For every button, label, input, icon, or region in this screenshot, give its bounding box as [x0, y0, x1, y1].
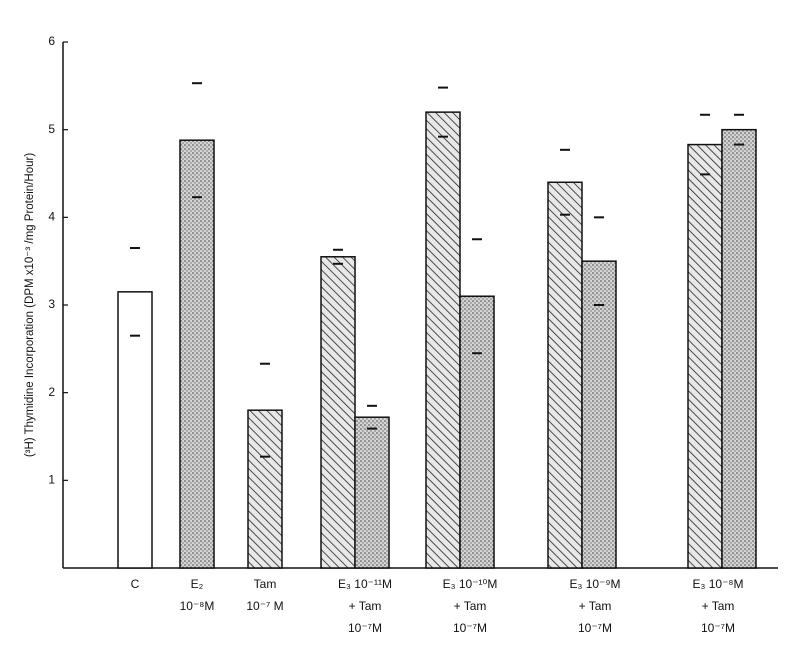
x-tick-label: C [131, 577, 140, 591]
bar [425, 111, 461, 569]
x-tick-label: + Tam [454, 599, 487, 613]
y-axis-label: (³H) Thymidine Incorporation (DPM x10⁻³ … [24, 153, 36, 457]
x-tick-label: 10⁻⁸M [180, 599, 215, 613]
bar [581, 260, 617, 569]
bar [117, 291, 153, 569]
bar [721, 128, 757, 569]
bar [687, 143, 723, 569]
x-tick-label: E₃ 10⁻¹¹M [338, 577, 392, 591]
x-tick-label: E₃ 10⁻⁹M [569, 577, 620, 591]
y-tick-label: 2 [48, 385, 55, 399]
x-tick-label: 10⁻⁷M [348, 621, 382, 635]
bar [459, 295, 495, 569]
x-tick-label: 10⁻⁷M [578, 621, 612, 635]
x-tick-label: 10⁻⁷ M [246, 599, 283, 613]
y-tick-label: 3 [48, 297, 55, 311]
x-tick-label: + Tam [702, 599, 735, 613]
bar [320, 256, 356, 569]
y-tick-label: 1 [48, 473, 55, 487]
bar [354, 416, 390, 569]
y-tick-label: 4 [48, 210, 55, 224]
bar [179, 139, 215, 569]
x-tick-label: E₃ 10⁻⁸M [693, 577, 744, 591]
x-tick-label: + Tam [349, 599, 382, 613]
x-tick-label: 10⁻⁷M [701, 621, 735, 635]
y-tick-label: 6 [48, 34, 55, 48]
x-tick-label: E₃ 10⁻¹⁰M [443, 577, 498, 591]
x-tick-label: Tam [254, 577, 277, 591]
y-tick-label: 5 [48, 122, 55, 136]
x-tick-label: + Tam [579, 599, 612, 613]
x-tick-label: E₂ [191, 577, 204, 591]
x-tick-label: 10⁻⁷M [453, 621, 487, 635]
bar [247, 409, 283, 569]
bar [547, 181, 583, 569]
